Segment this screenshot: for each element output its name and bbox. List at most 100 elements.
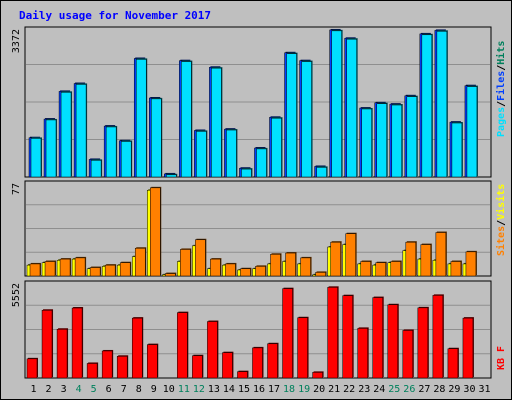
bar-kb-f-day-23 [357,327,369,379]
bar-pages-day-18 [286,52,298,178]
bar-sites-day-4 [74,256,87,277]
axis-max-label: 5552 [11,283,22,307]
day-label-13: 13 [208,384,220,395]
bar-pages-day-27 [421,33,433,178]
bar-kb-f-day-28 [432,294,444,379]
bar-pages-day-4 [75,83,88,178]
bar-kb-f-day-20 [312,371,324,379]
day-label-17: 17 [268,384,280,395]
bar-kb-f-day-29 [447,347,459,379]
axis-max-label: 3372 [11,29,22,53]
bar-sites-day-23 [360,260,372,277]
bar-kb-f-day-22 [342,294,354,379]
bar-pages-day-21 [331,29,343,178]
bar-pages-day-13 [211,67,223,178]
day-label-18: 18 [283,384,295,395]
bar-sites-day-3 [59,258,72,277]
legend-separator: / [496,101,507,107]
bar-pages-day-16 [256,147,268,178]
bar-pages-day-7 [120,140,133,178]
legend-kb-f: KB F [496,346,507,370]
bar-kb-f-day-13 [207,320,219,379]
day-label-20: 20 [313,384,325,395]
day-label-29: 29 [448,384,460,395]
bar-kb-f-day-24 [372,296,384,379]
bar-kb-f-day-6 [101,349,114,379]
day-label-1: 1 [31,384,37,395]
bar-pages-day-11 [181,60,193,178]
day-axis: 1 2 3 4 5 6 7 8 9 10 11 12 13 14 15 16 17 18 19 20 21 22 23 24 2… [31,384,491,395]
bar-sites-day-9 [150,186,162,277]
bar-pages-day-19 [301,60,313,178]
bar-sites-day-16 [255,265,267,277]
bar-pages-day-3 [60,91,73,178]
day-label-16: 16 [253,384,265,395]
bar-sites-day-10 [165,272,177,277]
bar-kb-f-day-18 [282,287,294,379]
day-label-12: 12 [193,384,205,395]
bar-kb-f-day-5 [86,362,99,379]
bar-pages-day-1 [30,137,42,178]
bar-pages-day-20 [316,166,328,178]
day-label-27: 27 [418,384,430,395]
bar-sites-day-22 [345,232,357,277]
day-label-10: 10 [163,384,175,395]
day-label-14: 14 [223,384,235,395]
day-label-26: 26 [403,384,415,395]
bar-kb-f-day-14 [222,351,234,379]
bar-kb-f-day-26 [402,329,414,379]
legend-files: Files [495,71,507,101]
day-label-6: 6 [106,384,112,395]
day-label-19: 19 [298,384,310,395]
day-label-31: 31 [478,384,490,395]
day-label-2: 2 [46,384,52,395]
bar-kb-f-day-21 [327,286,339,379]
bar-pages-day-14 [226,129,238,178]
bar-kb-f-day-16 [252,346,264,379]
bar-sites-day-30 [465,250,477,277]
bar-sites-day-20 [315,271,327,277]
day-label-5: 5 [91,384,97,395]
bar-kb-f-day-1 [26,357,38,379]
bar-pages-day-8 [135,58,148,178]
bar-pages-day-17 [271,117,283,178]
bar-kb-f-day-25 [387,303,399,379]
legend-sites: Sites [495,226,507,256]
day-label-28: 28 [433,384,445,395]
legend-visits: Visits [495,184,507,220]
panel-1: 3372 [11,26,492,178]
bar-sites-day-7 [119,261,132,277]
bar-pages-day-28 [436,30,448,178]
bar-sites-day-6 [104,264,117,277]
bar-sites-day-29 [450,260,462,277]
bar-sites-day-2 [44,260,57,277]
day-label-11: 11 [178,384,190,395]
bar-sites-day-12 [195,238,207,277]
bar-sites-day-18 [285,252,297,277]
bar-sites-day-13 [210,258,222,277]
bar-kb-f-day-12 [192,354,204,379]
bar-kb-f-day-7 [116,355,129,379]
legend-separator: / [496,220,507,226]
day-label-8: 8 [136,384,142,395]
axis-max-label: 77 [11,183,22,195]
day-label-30: 30 [463,384,475,395]
legend-panel-2: Sites/Visits [495,184,507,256]
bar-pages-day-25 [391,104,403,178]
bar-sites-day-14 [225,262,237,277]
day-label-9: 9 [151,384,157,395]
bar-pages-day-22 [346,38,358,178]
legend-pages: Pages [496,107,507,137]
legend-panel-3: KB F [496,346,507,370]
day-label-21: 21 [328,384,340,395]
bar-kb-f-day-15 [237,370,249,379]
bar-sites-day-26 [405,241,417,277]
chart-title: Daily usage for November 2017 [19,9,211,22]
day-label-3: 3 [61,384,67,395]
bar-pages-day-24 [376,102,388,178]
day-label-22: 22 [343,384,355,395]
bar-sites-day-17 [270,253,282,277]
bar-sites-day-28 [435,231,447,277]
